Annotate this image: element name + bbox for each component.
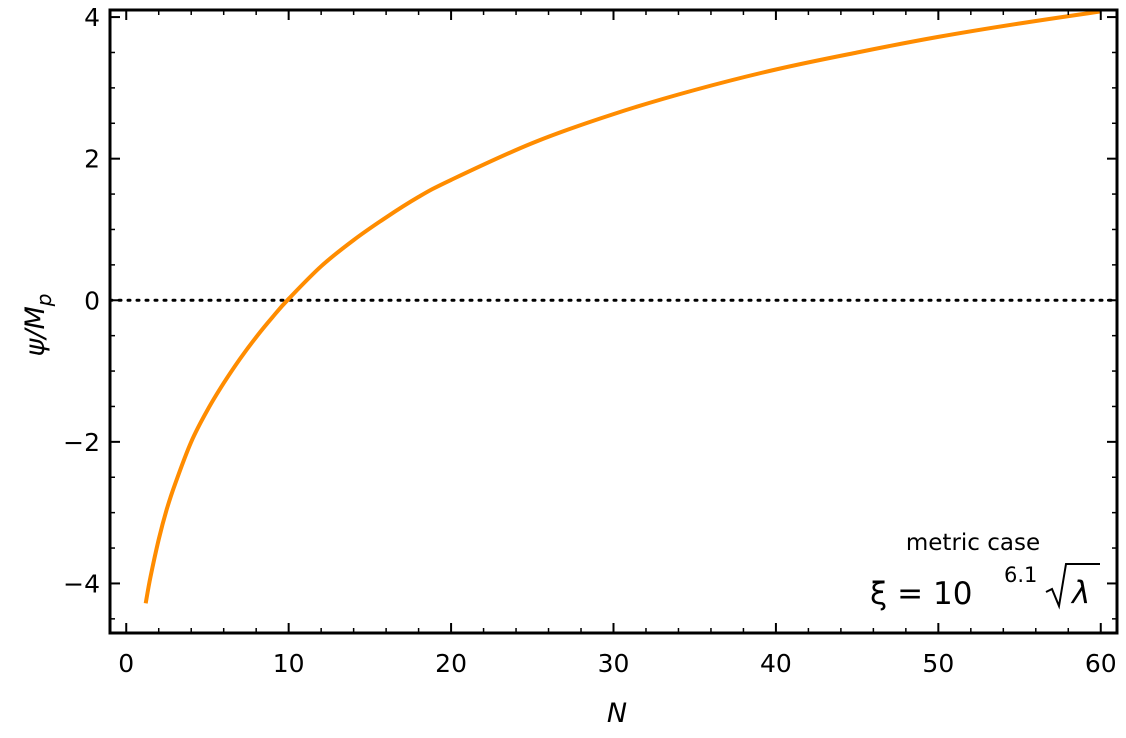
annotation-formula: ξ = 10 6.1 λ xyxy=(870,563,1100,612)
series-layer xyxy=(143,9,1102,604)
annotation-formula-prefix: ξ = 10 xyxy=(870,576,972,612)
series-line xyxy=(143,9,1102,604)
x-axis-title: N xyxy=(607,698,627,729)
x-tick-label: 40 xyxy=(760,649,792,678)
annotation-formula-exponent: 6.1 xyxy=(1004,563,1037,587)
x-tick-label: 0 xyxy=(118,649,134,678)
tick-labels-layer: 0 10 20 30 40 50 60 −4 −2 0 2 4 xyxy=(63,3,1117,678)
sqrt-sign-icon xyxy=(1045,563,1100,610)
ticks-layer xyxy=(110,10,1117,633)
y-axis-title-main: ψ/M xyxy=(20,306,51,356)
x-tick-label: 10 xyxy=(273,649,305,678)
x-tick-label: 50 xyxy=(922,649,954,678)
x-tick-label: 60 xyxy=(1085,649,1117,678)
y-tick-label: 0 xyxy=(84,286,100,315)
y-tick-label: −4 xyxy=(63,569,100,598)
annotation-case: metric case xyxy=(906,530,1040,556)
y-tick-label: 2 xyxy=(84,145,100,174)
y-tick-label: 4 xyxy=(84,3,100,32)
x-tick-label: 20 xyxy=(435,649,467,678)
x-tick-label: 30 xyxy=(598,649,630,678)
y-axis-title-sub: p xyxy=(32,294,56,308)
y-axis-title: ψ/Mp xyxy=(20,294,56,357)
annotation-formula-radicand: λ xyxy=(1070,575,1090,611)
y-tick-label: −2 xyxy=(63,428,100,457)
